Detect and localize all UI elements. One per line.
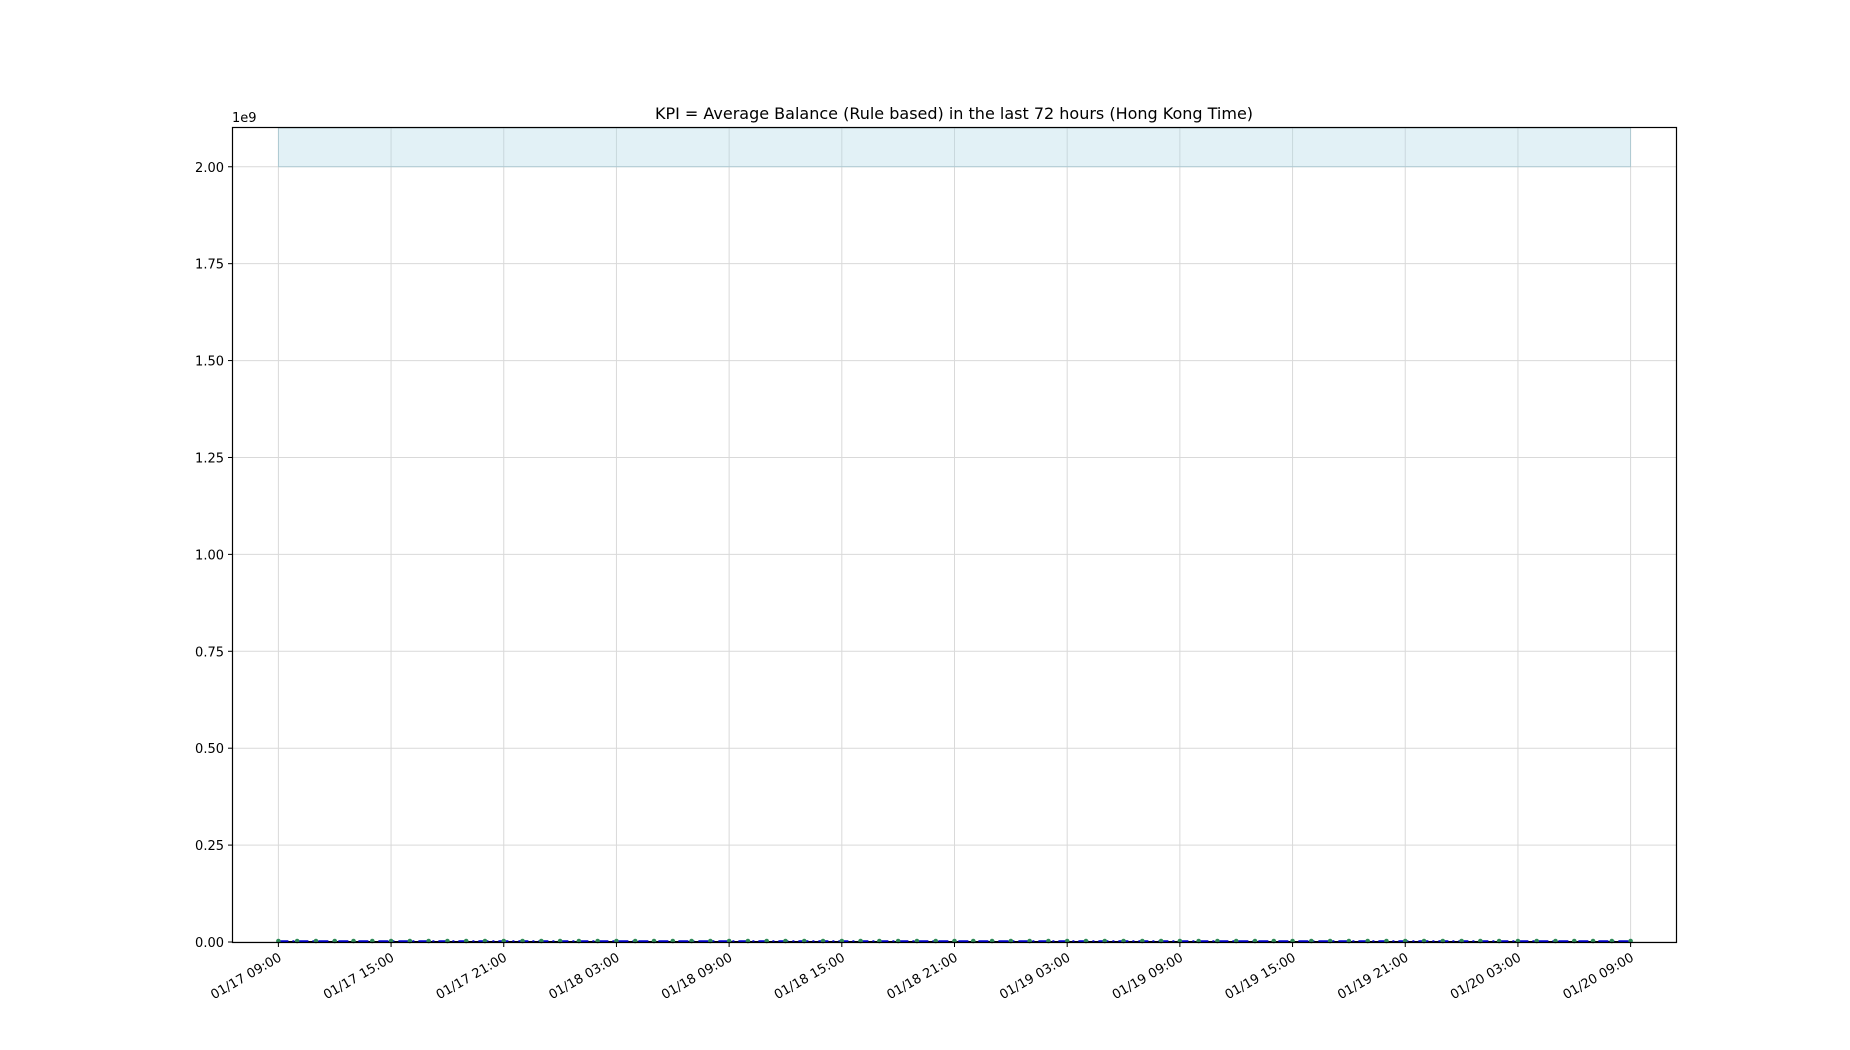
y-tick-label: 2.00	[195, 161, 224, 176]
y-tick-label: 1.50	[195, 355, 224, 370]
y-tick-label: 0.50	[195, 742, 224, 757]
chart-title: KPI = Average Balance (Rule based) in th…	[655, 104, 1253, 123]
y-tick-label: 0.75	[195, 645, 224, 660]
band-area	[277, 127, 1632, 168]
y-offset-label: 1e9	[232, 111, 257, 126]
y-tick-label: 1.25	[195, 451, 224, 466]
y-tick-label: 0.00	[195, 936, 224, 951]
y-axis: 0.00 0.25 0.50 0.75 1.00 1.25 1.50 1.75 2.00	[195, 161, 233, 951]
y-tick-label: 1.75	[195, 258, 224, 273]
threshold-band	[277, 127, 1632, 168]
y-tick-label: 0.25	[195, 839, 224, 854]
y-tick-label: 1.00	[195, 548, 224, 563]
